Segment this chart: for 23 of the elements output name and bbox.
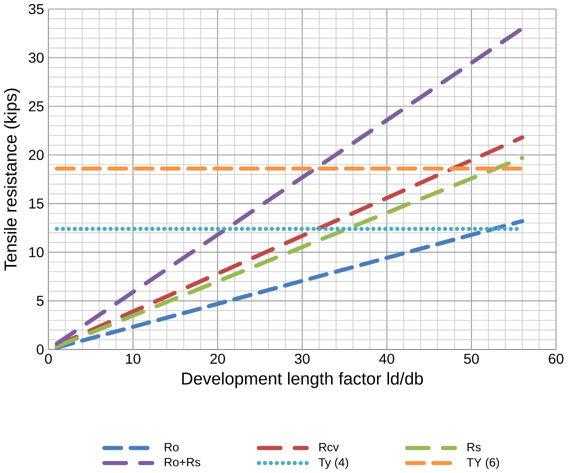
y-tick-label: 5	[36, 296, 44, 306]
x-tick-label: 30	[294, 354, 310, 364]
x-tick-label: 50	[464, 354, 479, 364]
y-tick-label: 0	[36, 344, 44, 355]
y-tick-label: 30	[28, 52, 44, 63]
y-tick-label: 25	[28, 101, 44, 112]
legend-label: Ro+Rs	[164, 458, 200, 466]
legend-label: Rs	[468, 443, 481, 452]
y-tick-label: 15	[29, 198, 44, 209]
x-tick-label: 10	[126, 354, 140, 364]
legend-label: Ro	[164, 443, 179, 452]
y-tick-label: 20	[28, 150, 44, 160]
legend-label: Rcv	[319, 443, 339, 452]
x-axis-title: Development length factor ld/db	[182, 372, 423, 388]
x-tick-label: 20	[210, 354, 226, 364]
legend-label: Ty (4)	[318, 458, 348, 469]
y-axis-title: Tensile resistance (kips)	[4, 88, 20, 271]
x-tick-label: 40	[379, 354, 394, 364]
legend-label: TY (6)	[466, 458, 499, 469]
x-tick-label: 60	[548, 354, 564, 364]
x-tick-label: 0	[44, 354, 52, 364]
y-tick-label: 10	[29, 247, 44, 258]
y-tick-label: 35	[28, 4, 44, 14]
